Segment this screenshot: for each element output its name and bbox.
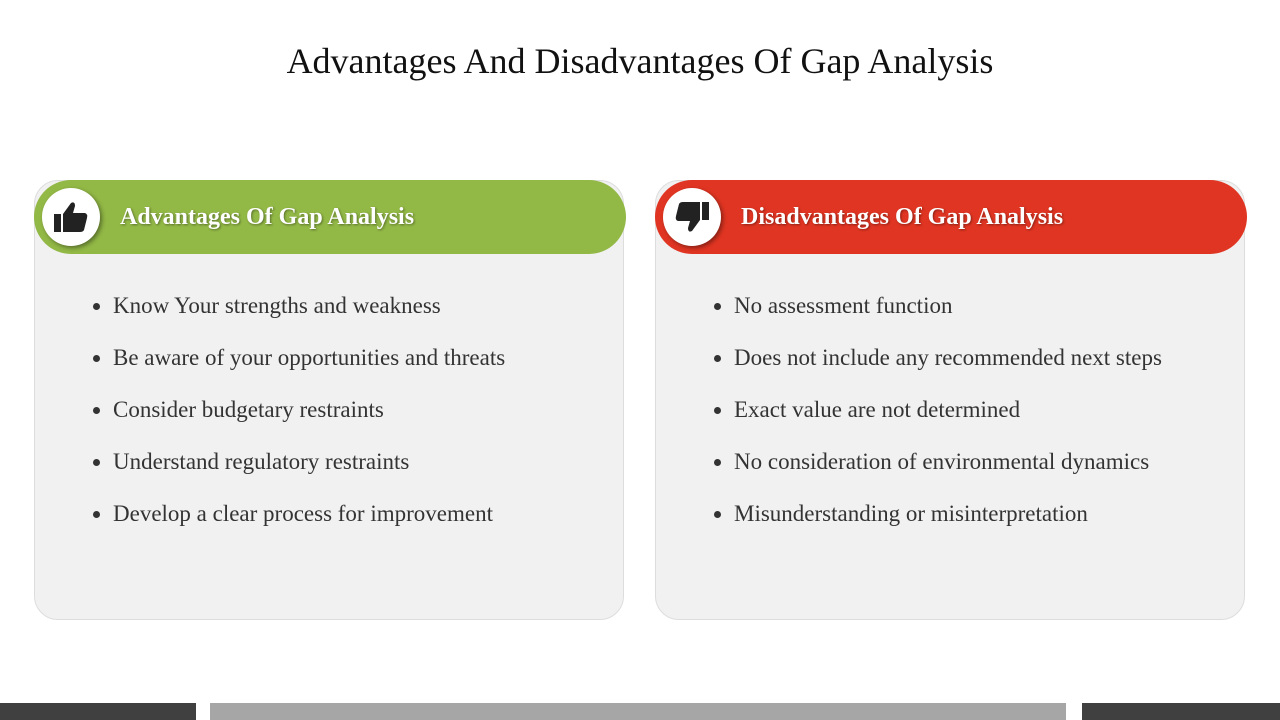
list-item: Misunderstanding or misinterpretation	[734, 499, 1234, 528]
panel-header: Disadvantages Of Gap Analysis	[655, 180, 1247, 254]
list-item: Develop a clear process for improvement	[113, 499, 613, 528]
panel: Advantages Of Gap Analysis Know Your str…	[34, 180, 626, 620]
panel-header: Advantages Of Gap Analysis	[34, 180, 626, 254]
list-item: No assessment function	[734, 291, 1234, 320]
title: Advantages And Disadvantages Of Gap Anal…	[286, 41, 994, 81]
panel: Disadvantages Of Gap Analysis No assessm…	[655, 180, 1247, 620]
list-item: Understand regulatory restraints	[113, 447, 613, 476]
footer-bar	[1082, 703, 1280, 720]
panel-heading: Disadvantages Of Gap Analysis	[741, 203, 1064, 230]
list-item: No consideration of environmental dynami…	[734, 447, 1234, 476]
footer-bar	[210, 703, 1066, 720]
list-item: Exact value are not determined	[734, 395, 1234, 424]
list: Know Your strengths and weakness Be aware…	[83, 291, 613, 551]
list-item: Does not include any recommended next st…	[734, 343, 1234, 372]
thumbs-up-icon	[42, 188, 100, 246]
thumbs-down-icon	[663, 188, 721, 246]
list: No assessment function Does not include a…	[704, 291, 1234, 551]
list-item: Consider budgetary restraints	[113, 395, 613, 424]
list-item: Know Your strengths and weakness	[113, 291, 613, 320]
panel-heading: Advantages Of Gap Analysis	[120, 203, 415, 230]
list-item: Be aware of your opportunities and threa…	[113, 343, 613, 372]
footer-bar	[0, 703, 196, 720]
